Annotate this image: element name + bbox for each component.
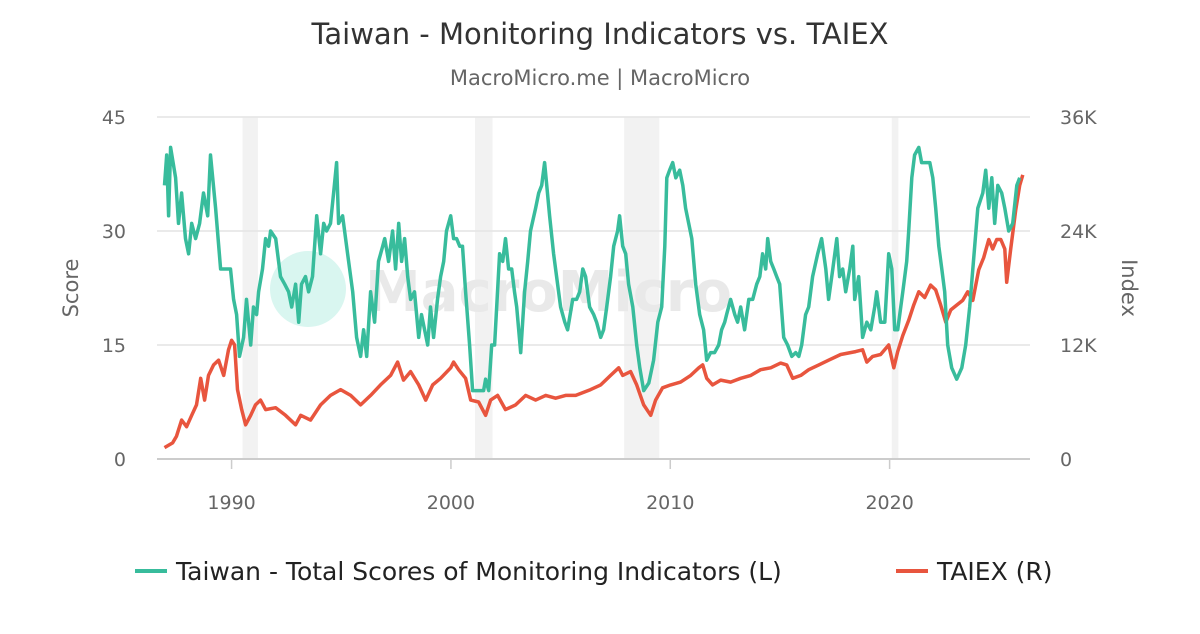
score-line <box>162 145 1022 393</box>
axes: 0 15 30 45 0 12K 24K 36K 1990 2000 2010 2020 <box>102 107 1097 514</box>
x-tick-label: 2010 <box>646 492 694 514</box>
legend-item-score[interactable]: Taiwan - Total Scores of Monitoring Indi… <box>135 557 782 586</box>
legend-item-taiex[interactable]: TAIEX (R) <box>896 557 1053 586</box>
y-right-tick-label: 12K <box>1060 335 1097 357</box>
y-right-tick-label: 36K <box>1060 107 1097 129</box>
legend-label-taiex: TAIEX (R) <box>936 557 1053 586</box>
recession-band <box>242 117 258 459</box>
y-left-label: Score <box>59 259 83 318</box>
y-left-tick-label: 45 <box>102 107 126 129</box>
y-right-tick-label: 24K <box>1060 221 1097 243</box>
x-tick-label: 1990 <box>207 492 255 514</box>
chart-subtitle: MacroMicro.me | MacroMicro <box>450 66 750 91</box>
y-left-tick-label: 30 <box>102 221 126 243</box>
grid-lines <box>157 116 1030 346</box>
y-right-tick-label: 0 <box>1060 449 1072 471</box>
legend: Taiwan - Total Scores of Monitoring Indi… <box>135 557 1053 586</box>
y-left-tick-label: 0 <box>114 449 126 471</box>
series-lines <box>162 145 1025 450</box>
legend-label-score: Taiwan - Total Scores of Monitoring Indi… <box>175 557 782 586</box>
x-tick-label: 2020 <box>865 492 913 514</box>
y-left-tick-label: 15 <box>102 335 126 357</box>
recession-band <box>891 117 899 459</box>
chart-title: Taiwan - Monitoring Indicators vs. TAIEX <box>310 17 888 51</box>
taiex-line <box>163 174 1025 450</box>
y-right-label: Index <box>1117 259 1141 317</box>
watermark-text: MacroMicro <box>365 260 732 325</box>
x-tick-label: 2000 <box>427 492 475 514</box>
